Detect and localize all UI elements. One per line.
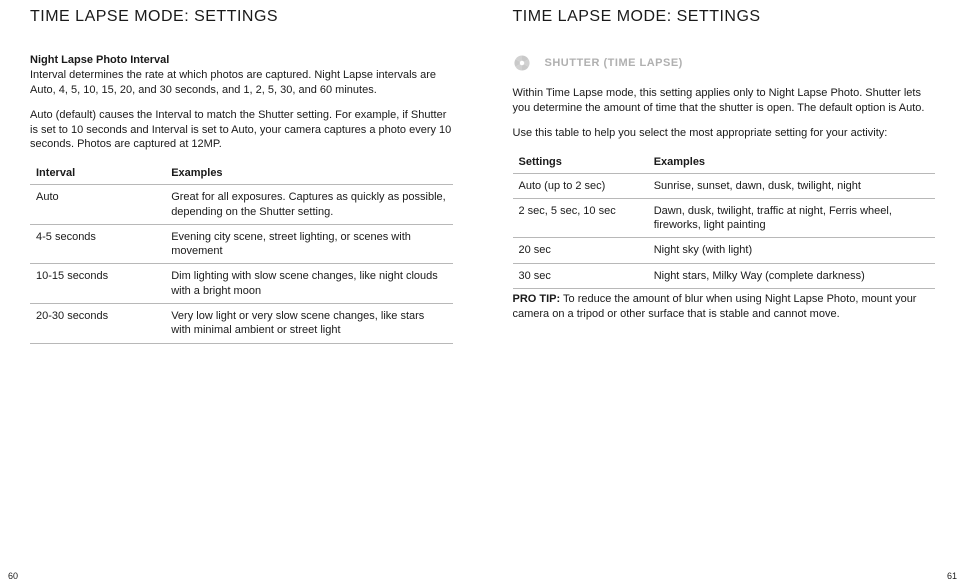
- table-row: Auto (up to 2 sec) Sunrise, sunset, dawn…: [513, 173, 936, 198]
- page-left: TIME LAPSE MODE: SETTINGS Night Lapse Ph…: [0, 0, 483, 587]
- table-row: 20 sec Night sky (with light): [513, 238, 936, 263]
- pro-tip-label: PRO TIP:: [513, 293, 561, 305]
- table-row: 2 sec, 5 sec, 10 sec Dawn, dusk, twiligh…: [513, 198, 936, 238]
- interval-table: Interval Examples Auto Great for all exp…: [30, 162, 453, 343]
- page-title: TIME LAPSE MODE: SETTINGS: [30, 8, 453, 26]
- pro-tip: PRO TIP: To reduce the amount of blur wh…: [513, 292, 936, 322]
- cell-interval: Auto: [30, 185, 165, 225]
- cell-interval: 4-5 seconds: [30, 224, 165, 264]
- table-row: 10-15 seconds Dim lighting with slow sce…: [30, 264, 453, 304]
- cell-example: Evening city scene, street lighting, or …: [165, 224, 452, 264]
- section-label-text: SHUTTER (TIME LAPSE): [545, 57, 683, 69]
- pro-tip-text: To reduce the amount of blur when using …: [513, 293, 917, 320]
- intro-paragraph: Interval determines the rate at which ph…: [30, 68, 453, 98]
- shutter-table: Settings Examples Auto (up to 2 sec) Sun…: [513, 151, 936, 289]
- section-label: SHUTTER (TIME LAPSE): [513, 54, 936, 72]
- th-examples: Examples: [165, 162, 452, 185]
- cell-setting: 2 sec, 5 sec, 10 sec: [513, 198, 648, 238]
- cell-example: Very low light or very slow scene change…: [165, 304, 452, 344]
- th-interval: Interval: [30, 162, 165, 185]
- table-row: 20-30 seconds Very low light or very slo…: [30, 304, 453, 344]
- cell-example: Night sky (with light): [648, 238, 935, 263]
- use-paragraph: Use this table to help you select the mo…: [513, 126, 936, 141]
- cell-setting: Auto (up to 2 sec): [513, 173, 648, 198]
- cell-interval: 10-15 seconds: [30, 264, 165, 304]
- auto-paragraph: Auto (default) causes the Interval to ma…: [30, 108, 453, 153]
- shutter-icon: [513, 54, 531, 72]
- page-number: 60: [8, 571, 18, 581]
- cell-example: Dim lighting with slow scene changes, li…: [165, 264, 452, 304]
- cell-interval: 20-30 seconds: [30, 304, 165, 344]
- subheading: Night Lapse Photo Interval: [30, 54, 453, 66]
- table-row: 4-5 seconds Evening city scene, street l…: [30, 224, 453, 264]
- cell-example: Dawn, dusk, twilight, traffic at night, …: [648, 198, 935, 238]
- cell-setting: 20 sec: [513, 238, 648, 263]
- th-settings: Settings: [513, 151, 648, 174]
- page-title: TIME LAPSE MODE: SETTINGS: [513, 8, 936, 26]
- table-row: 30 sec Night stars, Milky Way (complete …: [513, 263, 936, 288]
- page-right: TIME LAPSE MODE: SETTINGS SHUTTER (TIME …: [483, 0, 965, 587]
- cell-example: Sunrise, sunset, dawn, dusk, twilight, n…: [648, 173, 935, 198]
- intro-paragraph: Within Time Lapse mode, this setting app…: [513, 86, 936, 116]
- cell-example: Great for all exposures. Captures as qui…: [165, 185, 452, 225]
- cell-setting: 30 sec: [513, 263, 648, 288]
- page-number: 61: [947, 571, 957, 581]
- table-row: Auto Great for all exposures. Captures a…: [30, 185, 453, 225]
- cell-example: Night stars, Milky Way (complete darknes…: [648, 263, 935, 288]
- th-examples: Examples: [648, 151, 935, 174]
